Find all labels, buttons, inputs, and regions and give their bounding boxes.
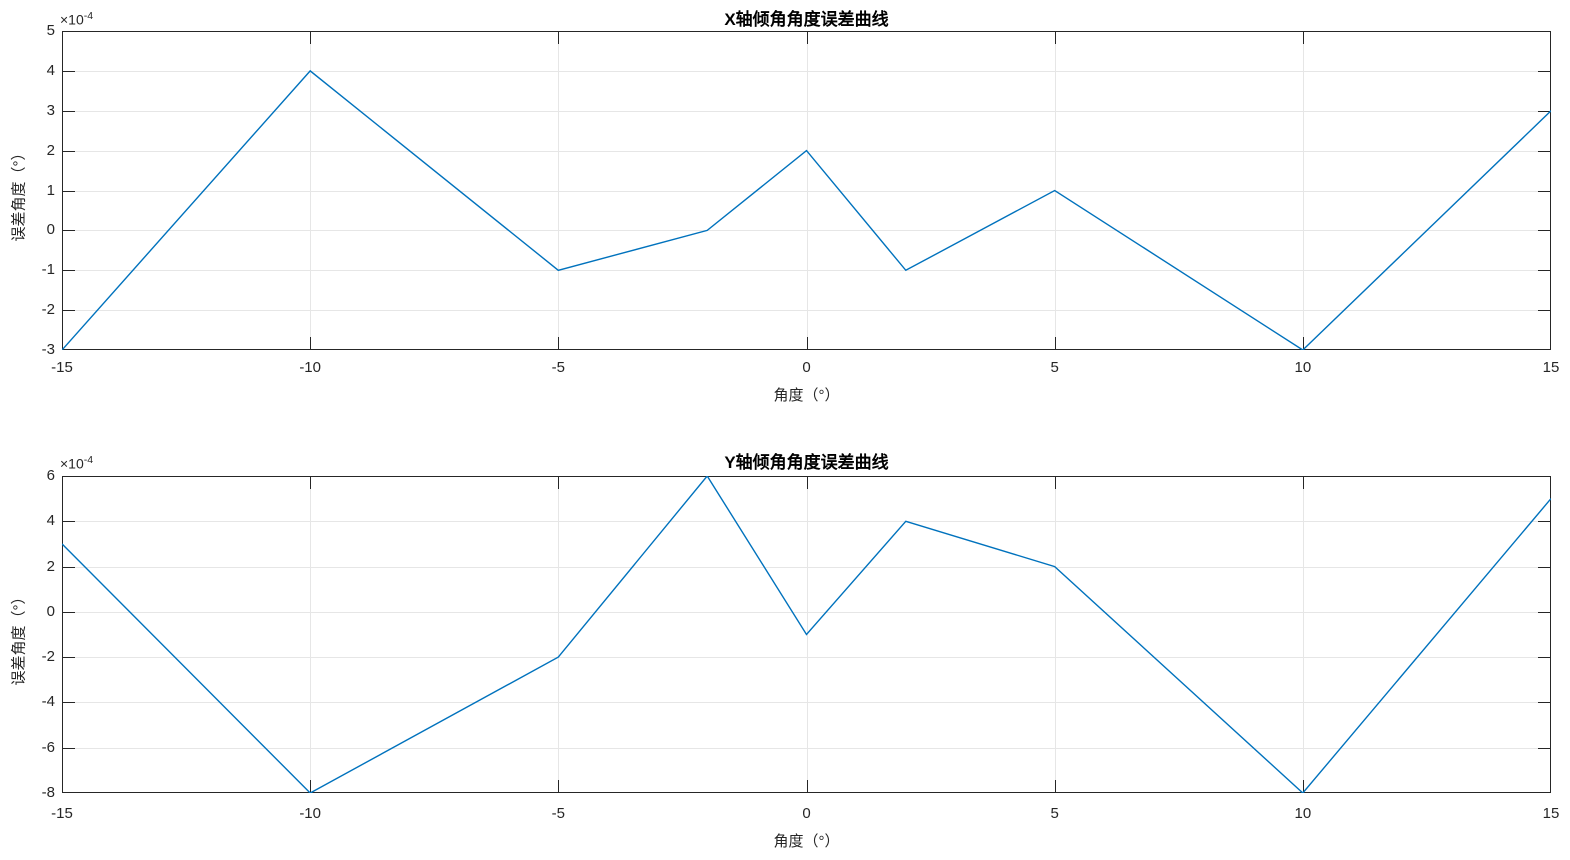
y-axis-multiplier: ×10-4 [60,454,93,472]
y-tick-label: 0 [46,221,55,239]
x-axis-label: 角度（°） [773,387,840,404]
x-tick-label: 10 [1294,805,1312,822]
axes-box [62,31,1551,350]
y-tick-label: 2 [46,141,55,159]
y-tick-label: 0 [46,602,55,620]
x-tick-label: -5 [551,805,565,822]
y-axis-multiplier-base: ×10 [60,11,84,28]
chart-y-tilt-error: Y轴倾角角度误差曲线 ×10-4 误差角度（°） 角度（°） -15 -10 -5 0… [0,430,1570,860]
y-tick-label: -1 [41,261,55,279]
x-tick-label: 0 [802,359,811,376]
y-tick-label: -2 [41,301,55,319]
y-tick-label: -3 [41,341,55,358]
x-tick-label: 0 [802,805,811,822]
y-tick-label: -2 [41,648,55,666]
y-tick-label: 4 [46,512,55,530]
y-tick-label: -6 [41,738,55,756]
tick-marks [62,31,1551,350]
chart-title: X轴倾角角度误差曲线 [724,10,889,29]
y-axis-multiplier: ×10-4 [60,10,93,28]
x-tick-label: -15 [51,805,73,822]
y-axis-multiplier-exponent: -4 [83,454,94,466]
x-tick-label: -10 [299,805,321,822]
y-axis-multiplier-base: ×10 [60,455,84,472]
y-tick-label: 3 [46,101,55,119]
x-tick-label: 5 [1050,359,1059,376]
y-tick-label: 5 [46,22,55,39]
y-tick-label: -4 [41,693,55,711]
chart-title: Y轴倾角角度误差曲线 [724,453,889,472]
y-tick-label: 1 [46,181,55,199]
x-tick-label: 5 [1050,805,1059,822]
plot-area [62,476,1551,793]
x-tick-label: -10 [299,359,321,376]
x-axis-label: 角度（°） [773,833,840,850]
x-tick-label: -5 [551,359,565,376]
axes-box [62,476,1551,793]
y-tick-label: 4 [46,61,55,79]
y-tick-label: -8 [41,784,55,801]
data-line [62,476,1551,793]
x-tick-label: 15 [1542,359,1560,376]
y-tick-label: 2 [46,557,55,575]
x-tick-label: 10 [1294,359,1312,376]
y-axis-multiplier-exponent: -4 [83,10,94,22]
x-tick-label: 15 [1542,805,1560,822]
chart-x-tilt-error: X轴倾角角度误差曲线 ×10-4 误差角度（°） 角度（°） -15 -10 -5 0… [11,10,1560,404]
gridlines [62,31,1551,350]
x-tick-label: -15 [51,359,73,376]
data-line [62,69,1551,350]
y-tick-label: 6 [46,467,55,484]
plot-area [62,31,1551,350]
gridlines [62,476,1551,793]
